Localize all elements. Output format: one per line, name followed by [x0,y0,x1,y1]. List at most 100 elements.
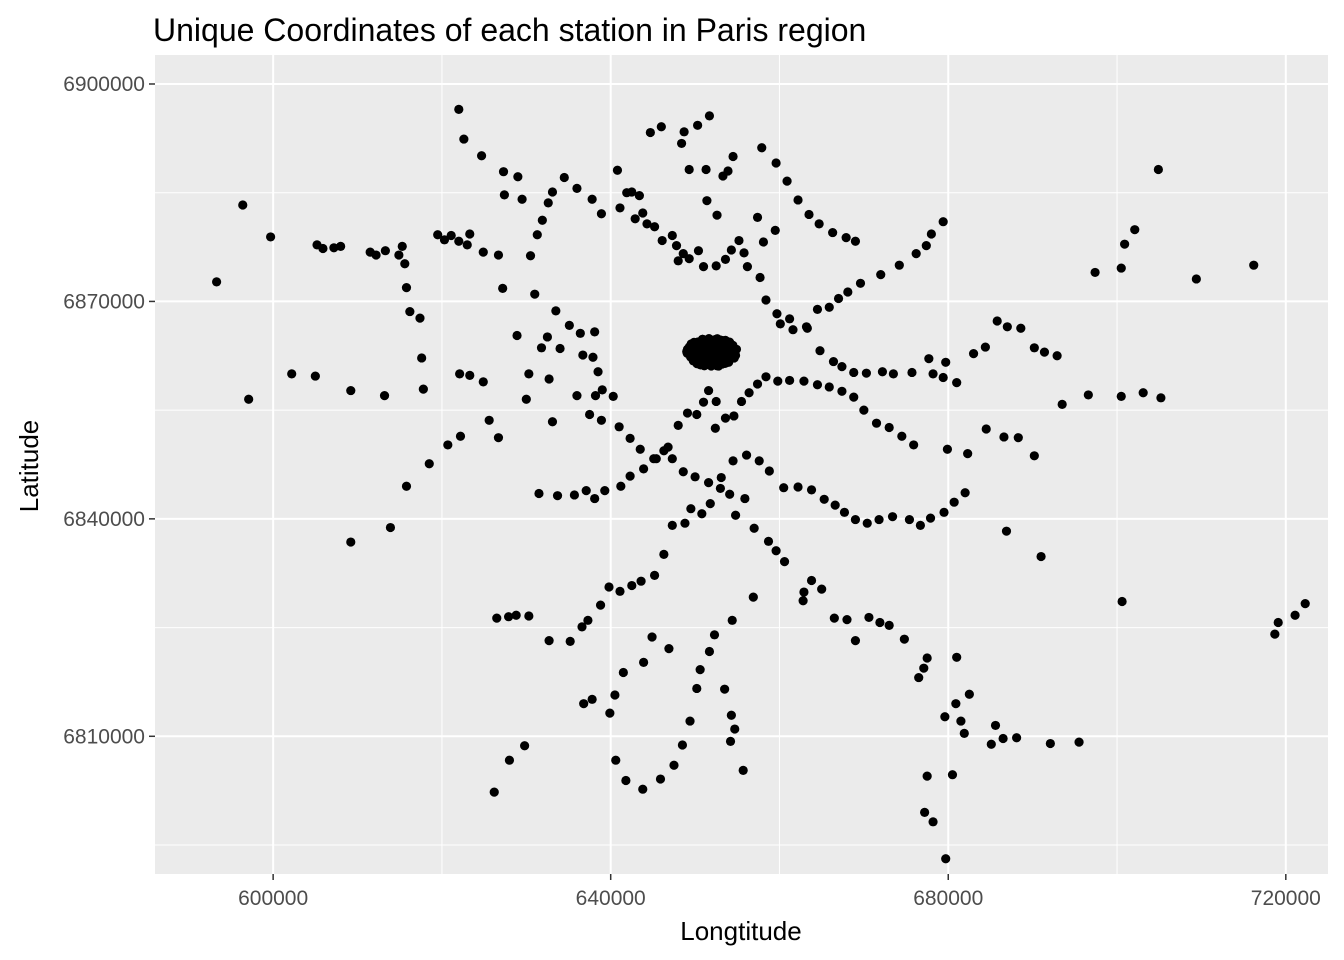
station-point [806,575,817,586]
station-point [785,314,795,324]
station-point [454,104,464,114]
station-point [492,613,502,623]
station-point [739,248,749,258]
station-point [682,408,693,418]
station-point [782,176,792,186]
station-point [622,188,632,198]
station-point [710,423,720,433]
station-point [559,172,569,183]
station-point [828,227,838,238]
station-point [439,235,450,245]
station-point [572,183,582,193]
station-point [238,200,248,210]
station-point [911,248,921,259]
station-point [212,277,222,287]
station-point [761,295,771,305]
station-point [928,817,938,827]
station-point [537,215,547,225]
station-point [400,259,410,269]
station-point [1039,347,1050,357]
station-point [645,127,655,138]
station-point [843,287,853,297]
station-point [928,369,938,379]
station-point [385,522,396,533]
station-point [585,409,595,420]
station-point [310,371,320,381]
station-point [841,233,851,243]
station-point [1191,274,1201,284]
station-point [476,151,487,161]
station-point [1057,399,1067,409]
chart-title: Unique Coordinates of each station in Pa… [153,12,866,48]
station-point [770,225,780,235]
station-point [837,362,847,372]
station-point [804,209,814,220]
station-point [705,499,715,509]
y-tick-label: 6900000 [63,73,145,96]
station-point [593,367,603,377]
station-point [830,500,840,510]
station-point [709,630,720,640]
station-point [829,613,839,623]
station-point [555,343,565,354]
station-point [572,391,582,401]
station-point [960,488,970,498]
station-point [785,375,795,386]
station-point [621,775,631,786]
y-axis-title: Latitude [14,420,44,513]
station-point [1074,737,1084,747]
station-point [638,784,648,794]
station-point [914,672,924,683]
station-point [741,450,752,460]
station-point [888,369,898,379]
station-point [551,306,561,316]
station-point [443,440,453,450]
station-point [517,194,527,204]
x-tick-label: 600000 [238,887,308,910]
station-point [520,741,530,751]
station-point [513,172,523,182]
station-point [565,636,575,646]
station-point [578,350,588,360]
station-point [749,523,759,533]
station-point [552,491,563,501]
station-point [547,417,558,427]
station-point [730,724,740,734]
station-point [887,512,898,522]
station-point [667,520,677,530]
station-point [695,665,705,675]
station-point [711,396,721,407]
station-point [655,774,666,784]
station-point [587,194,597,204]
station-point [814,219,824,229]
station-point [729,411,739,421]
station-point [394,250,404,260]
y-tick-label: 6870000 [63,290,145,313]
station-point [543,198,553,208]
station-point [499,190,509,200]
station-point [380,246,390,256]
station-point [772,309,782,319]
station-point [754,456,764,466]
station-point [636,576,646,586]
station-point [454,236,464,246]
station-point [590,327,600,337]
station-point [941,357,951,367]
station-point [588,352,598,362]
station-point [465,370,475,380]
station-point [761,372,771,382]
station-point [773,376,783,386]
station-point [730,510,741,520]
station-point [752,379,763,389]
station-point [897,431,907,441]
station-point [1153,164,1163,175]
station-point [625,471,635,481]
station-point [764,466,774,476]
station-point [742,262,753,272]
station-point [401,283,412,293]
station-point [615,203,625,213]
station-point [833,293,844,304]
y-tick-label: 6840000 [63,508,145,531]
station-point [489,787,499,797]
